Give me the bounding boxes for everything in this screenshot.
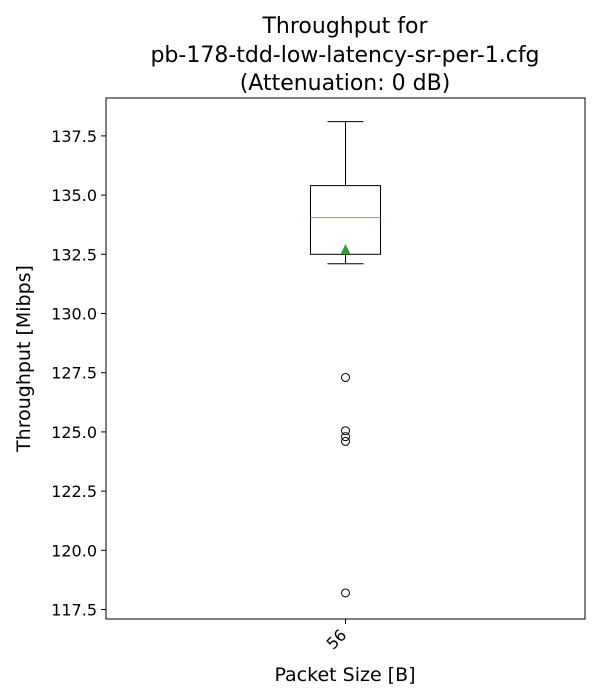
outlier-point	[341, 432, 350, 442]
outlier-point	[341, 588, 350, 598]
mean-marker	[340, 244, 351, 254]
outlier-point	[341, 372, 350, 382]
title-line-1: Throughput for	[261, 14, 428, 39]
y-tick-label: 122.5	[51, 482, 97, 501]
y-tick-label: 135.0	[51, 186, 97, 205]
y-tick-label: 130.0	[51, 305, 97, 324]
title-line-3: (Attenuation: 0 dB)	[240, 71, 451, 96]
outlier-point	[341, 436, 350, 446]
y-tick-label: 127.5	[51, 364, 97, 383]
y-tick-label: 120.0	[51, 541, 97, 560]
x-tick-label: 56	[322, 625, 350, 653]
y-tick-label: 132.5	[51, 245, 97, 264]
box-series	[310, 121, 381, 598]
x-axis: 56	[322, 619, 350, 653]
chart-title: Throughput for pb-178-tdd-low-latency-sr…	[150, 14, 539, 96]
y-tick-label: 117.5	[51, 601, 97, 620]
y-tick-label: 125.0	[51, 423, 97, 442]
y-tick-label: 137.5	[51, 127, 97, 146]
y-axis-label: Throughput [Mibps]	[13, 265, 35, 453]
y-axis: 117.5 120.0 122.5 125.0 127.5 130.0 132.5 135.0…	[51, 127, 106, 620]
x-axis-label: Packet Size [B]	[274, 664, 415, 686]
iqr-box	[310, 185, 381, 255]
outlier-point	[341, 426, 350, 436]
title-line-2: pb-178-tdd-low-latency-sr-per-1.cfg	[150, 43, 539, 68]
box-56	[310, 121, 381, 598]
